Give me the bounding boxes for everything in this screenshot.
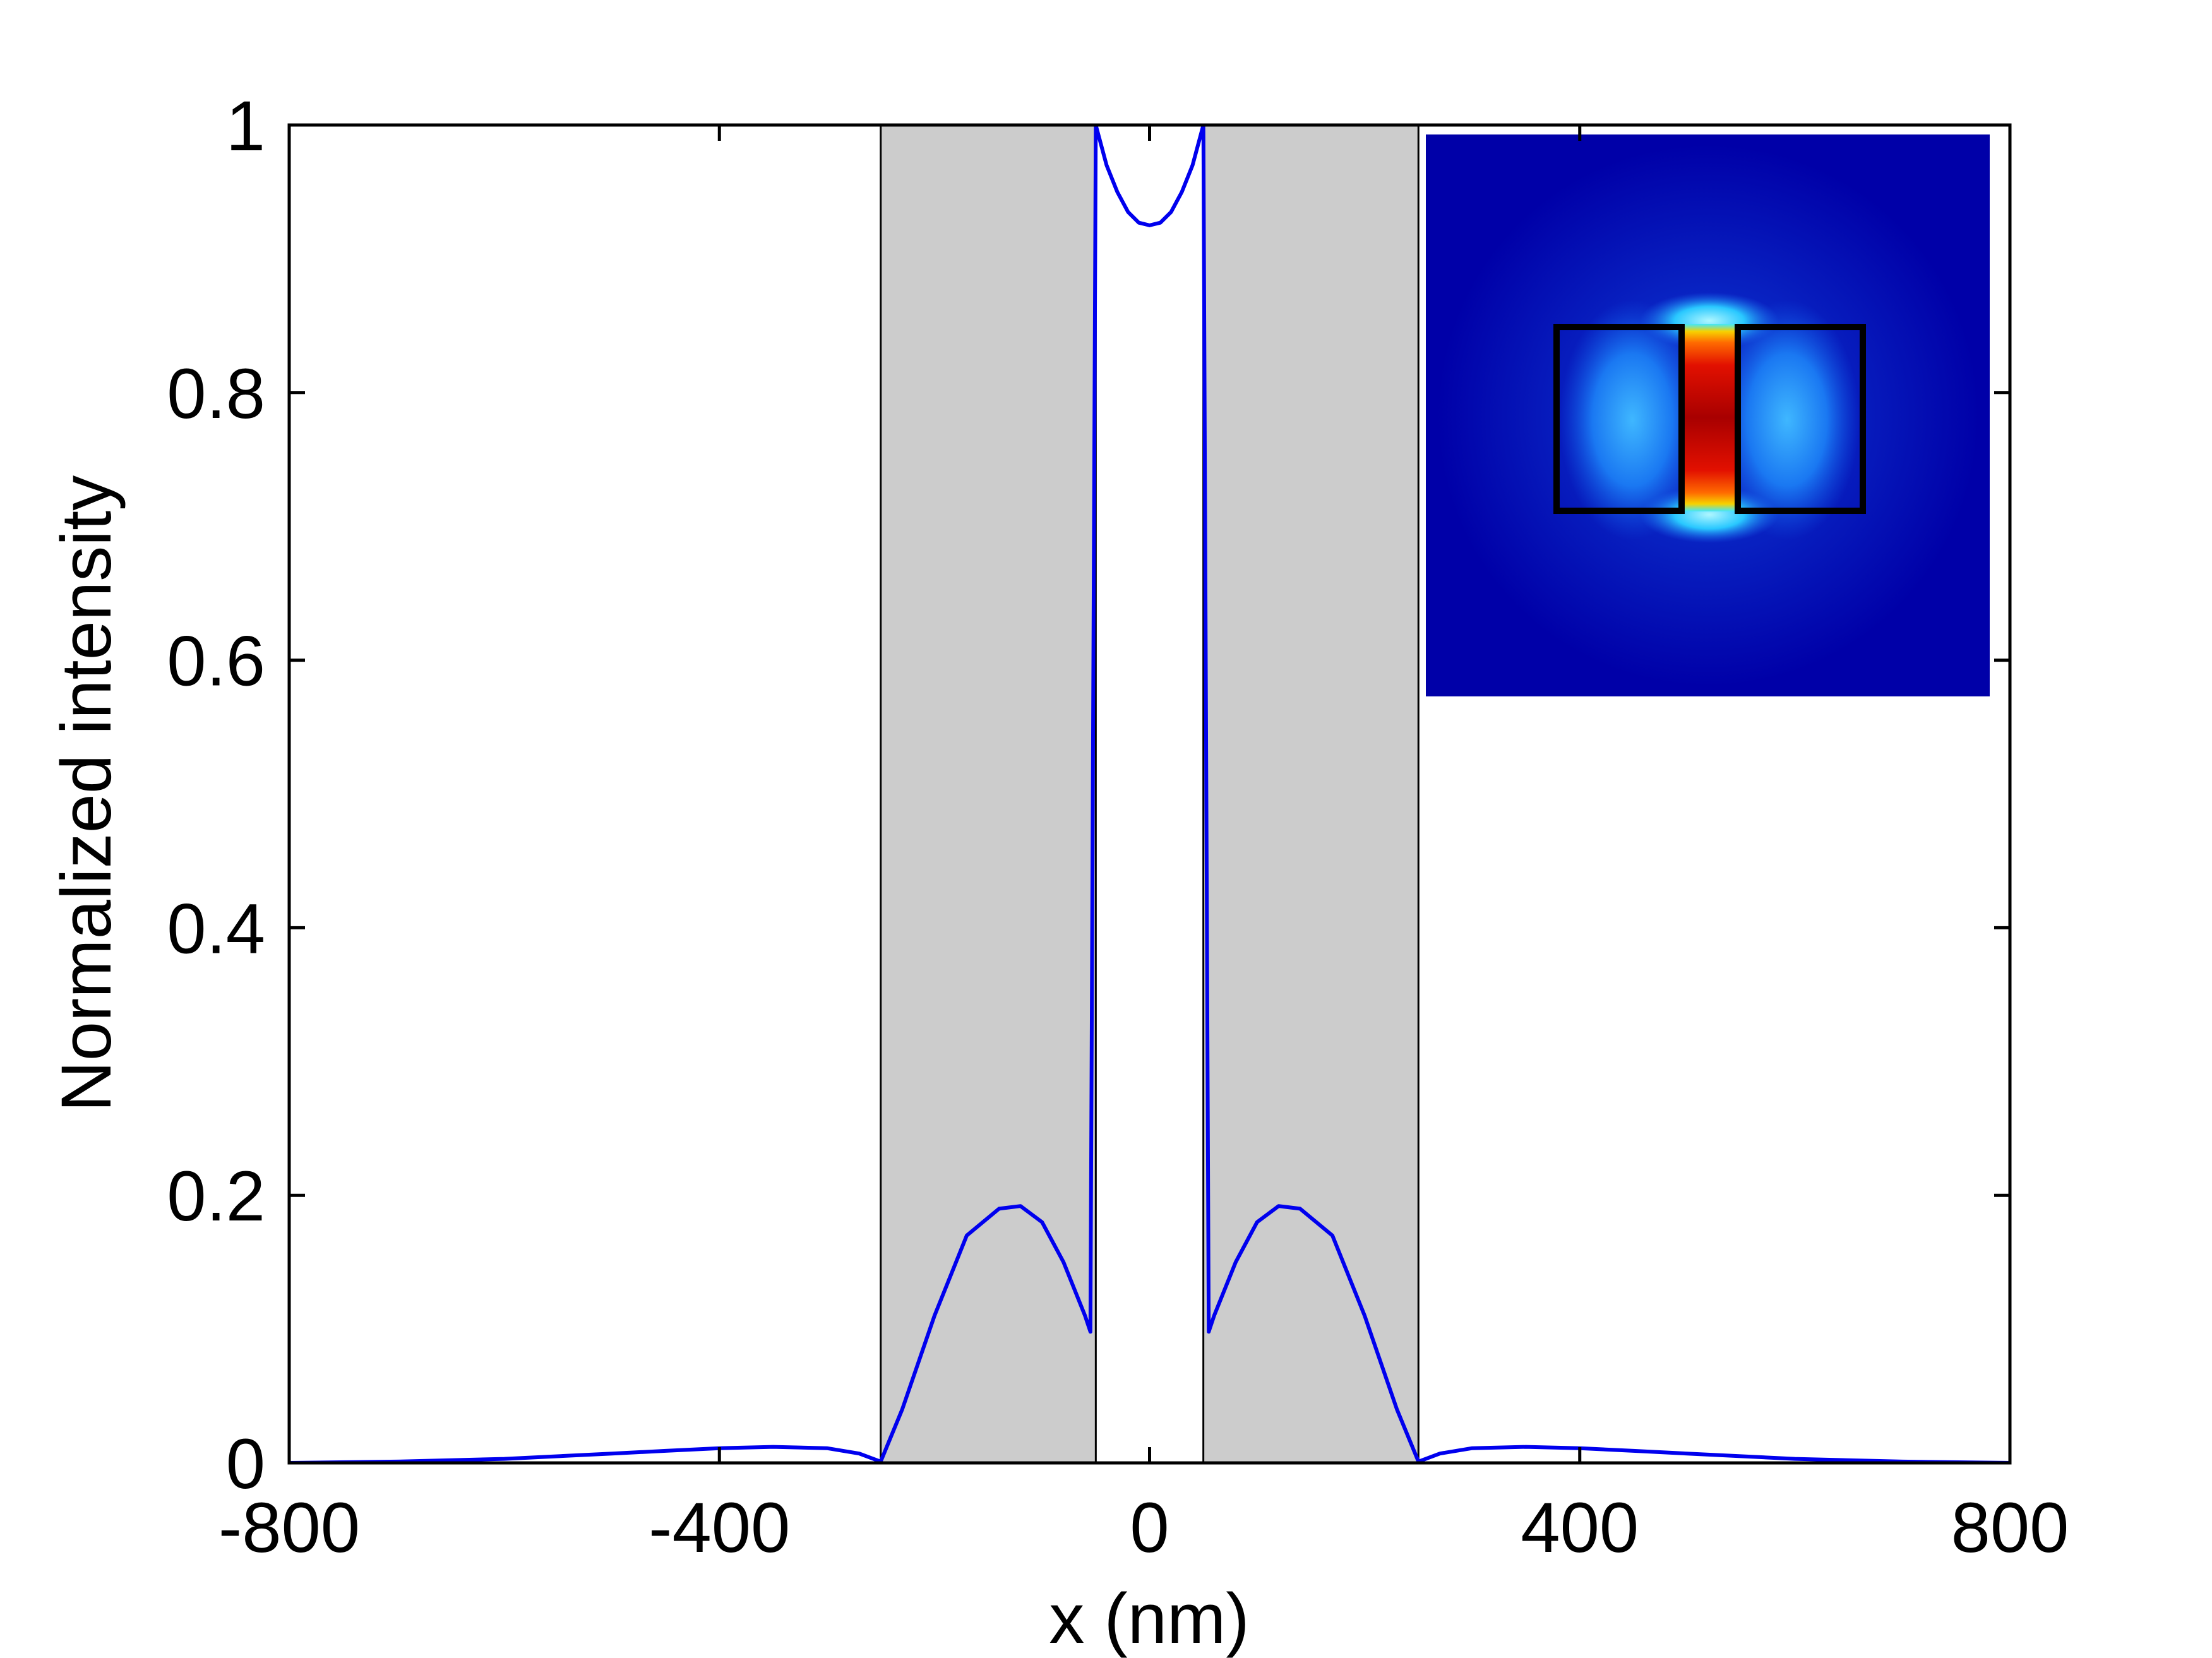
tick-labels: -800 -400 0 400 800 0 0.2 0.4 0.6 0.8 1 [167,86,2069,1567]
y-tick-label: 0 [226,1424,265,1503]
y-tick-label: 0.6 [167,622,265,701]
shaded-region-2 [1202,124,1420,1464]
y-tick-label: 1 [226,86,265,165]
x-axis-title: x (nm) [1049,1579,1249,1658]
x-tick-label: 0 [1130,1488,1169,1567]
shaded-regions [880,124,1420,1464]
x-tick-label: -400 [649,1488,790,1567]
x-tick-label: 800 [1951,1488,2069,1567]
tick-marks [287,123,2012,1465]
x-tick-label: 400 [1521,1488,1639,1567]
y-tick-label: 0.4 [167,889,265,968]
y-axis-title: Normalized intensity [47,475,126,1112]
intensity-line [289,125,2010,1463]
x-tick-label: -800 [218,1488,360,1567]
y-tick-label: 0.8 [167,354,265,433]
shaded-region-1 [880,124,1097,1464]
y-tick-label: 0.2 [167,1157,265,1236]
inset-field-map [1426,134,1990,696]
